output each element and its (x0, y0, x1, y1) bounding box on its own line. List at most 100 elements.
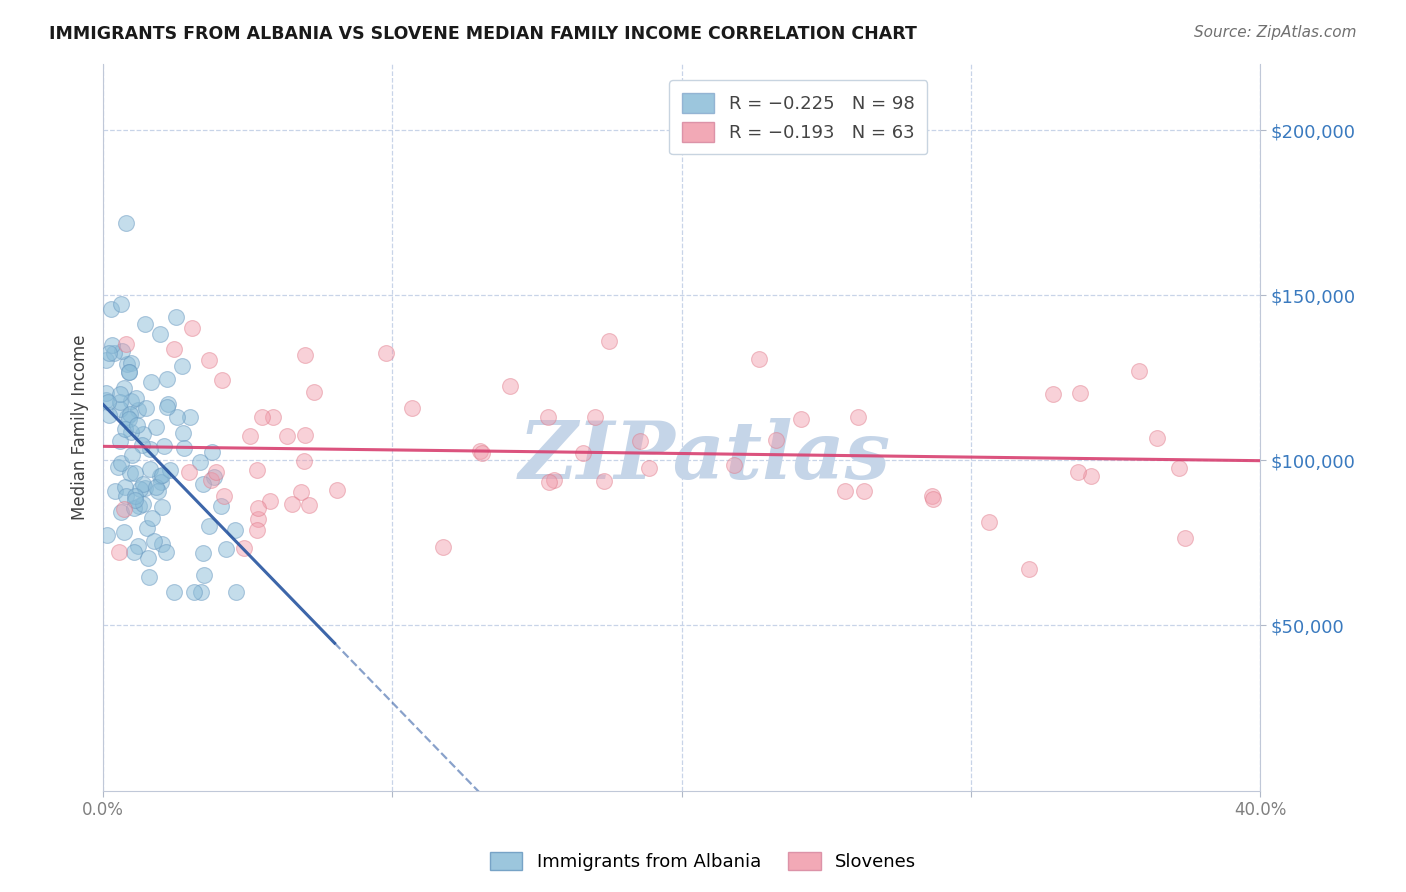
Point (153, 439, 176, 453)
Point (156, 400, 179, 414)
Point (138, 570, 160, 584)
Point (139, 375, 162, 389)
Point (1069, 385, 1091, 400)
Point (136, 551, 159, 566)
Point (572, 446, 595, 460)
Point (94, 386, 117, 401)
Point (128, 499, 150, 513)
Point (326, 483, 349, 498)
Point (592, 475, 614, 489)
Point (156, 371, 179, 385)
Point (159, 463, 181, 477)
Point (127, 402, 149, 417)
Point (122, 500, 145, 515)
Point (1018, 562, 1040, 576)
Point (96, 527, 118, 541)
Point (598, 334, 620, 349)
Point (150, 537, 173, 551)
Point (246, 523, 269, 537)
Point (94, 352, 117, 367)
Point (374, 346, 396, 360)
Point (124, 466, 146, 480)
Point (110, 505, 132, 519)
Point (121, 393, 143, 408)
Point (141, 511, 163, 525)
Point (111, 343, 134, 358)
Point (1167, 461, 1189, 475)
Point (198, 519, 221, 533)
Point (790, 411, 813, 425)
Point (100, 301, 122, 316)
Point (103, 346, 125, 360)
Point (124, 493, 146, 508)
Point (183, 585, 205, 599)
Point (150, 467, 173, 482)
Point (247, 511, 270, 525)
Point (150, 475, 173, 489)
Point (638, 461, 661, 475)
Point (499, 379, 522, 393)
Point (583, 410, 606, 425)
Point (110, 456, 132, 470)
Point (215, 541, 238, 556)
Point (852, 484, 875, 499)
Point (1146, 431, 1168, 445)
Point (97, 346, 120, 360)
Point (193, 567, 215, 582)
Point (259, 494, 281, 508)
Point (294, 428, 316, 442)
Point (98, 408, 121, 422)
Point (239, 429, 262, 443)
Text: ZIPatlas: ZIPatlas (519, 417, 891, 495)
Point (246, 463, 269, 477)
Point (1042, 387, 1064, 401)
Point (139, 442, 162, 456)
Point (129, 482, 152, 496)
Point (115, 216, 138, 230)
Point (149, 468, 172, 483)
Point (127, 417, 149, 432)
Point (122, 545, 145, 559)
Point (112, 381, 135, 395)
Point (209, 499, 232, 513)
Point (114, 480, 136, 494)
Point (205, 465, 228, 479)
Point (135, 521, 157, 535)
Point (135, 401, 157, 416)
Point (132, 427, 155, 442)
Point (921, 490, 943, 504)
Point (204, 469, 226, 483)
Point (155, 545, 177, 559)
Point (97, 395, 120, 409)
Y-axis label: Median Family Income: Median Family Income (72, 334, 89, 520)
Point (212, 489, 235, 503)
Point (108, 402, 131, 417)
Point (120, 466, 142, 480)
Point (471, 446, 494, 460)
Point (190, 585, 212, 599)
Point (108, 545, 131, 559)
Point (846, 410, 869, 425)
Point (172, 425, 194, 440)
Point (292, 454, 315, 468)
Point (537, 409, 560, 424)
Point (146, 484, 169, 499)
Point (112, 502, 135, 516)
Point (191, 476, 214, 491)
Point (224, 523, 246, 537)
Point (294, 348, 316, 362)
Point (114, 422, 136, 436)
Point (143, 533, 166, 548)
Point (163, 585, 186, 599)
Point (134, 481, 156, 495)
Point (125, 391, 148, 405)
Point (165, 310, 187, 325)
Point (290, 485, 312, 500)
Point (211, 373, 233, 387)
Point (834, 483, 856, 498)
Point (101, 338, 124, 352)
Point (118, 407, 141, 421)
Point (152, 500, 174, 514)
Point (112, 524, 135, 539)
Point (131, 438, 153, 452)
